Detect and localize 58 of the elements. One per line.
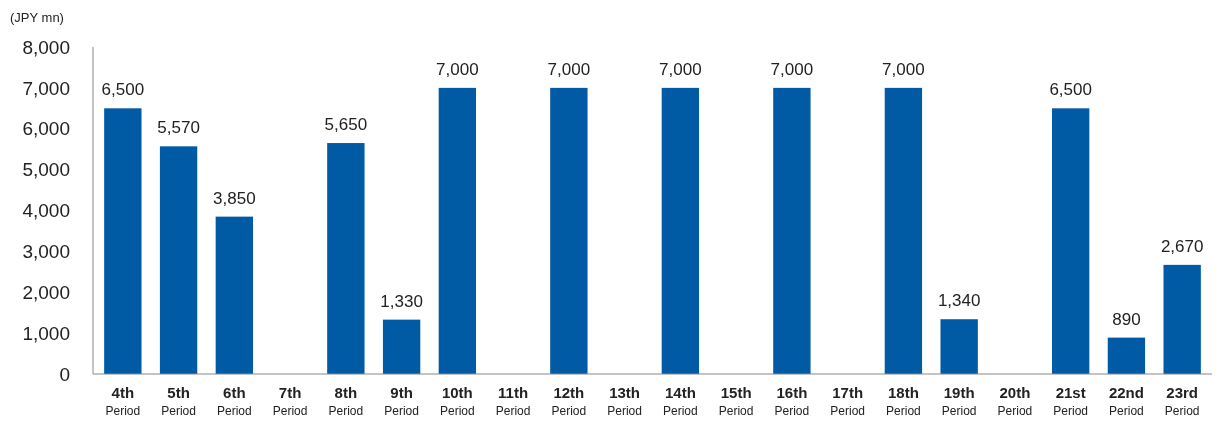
bar bbox=[215, 216, 254, 374]
x-tick-label: 16th Period bbox=[774, 384, 810, 418]
x-tick-label: 13th Period bbox=[607, 384, 642, 418]
data-label: 7,000 bbox=[547, 59, 591, 79]
data-label: 1,330 bbox=[380, 291, 423, 311]
x-tick-label: 22nd Period bbox=[1108, 384, 1144, 418]
x-tick-label: 20th Period bbox=[997, 384, 1033, 418]
data-label: 7,000 bbox=[436, 59, 479, 79]
data-label: 6,500 bbox=[101, 80, 145, 100]
x-tick-label: 6th Period bbox=[216, 384, 252, 418]
y-tick-label: 1,000 bbox=[22, 322, 70, 344]
data-label: 7,000 bbox=[882, 59, 925, 79]
x-tick-label: 18th Period bbox=[886, 384, 921, 418]
bar bbox=[884, 87, 923, 374]
data-label: 2,670 bbox=[1160, 236, 1204, 256]
bar bbox=[1163, 264, 1201, 374]
data-label: 1,340 bbox=[937, 291, 981, 311]
y-tick-label: 8,000 bbox=[22, 36, 70, 58]
y-tick-label: 7,000 bbox=[22, 77, 70, 99]
bar bbox=[382, 319, 421, 374]
data-label: 5,570 bbox=[157, 118, 200, 138]
x-tick-label: 10th Period bbox=[440, 384, 475, 418]
y-tick-label: 2,000 bbox=[22, 281, 70, 303]
y-tick-label: 3,000 bbox=[22, 241, 70, 263]
bar bbox=[940, 319, 978, 374]
y-tick-label: 5,000 bbox=[22, 159, 70, 181]
data-label: 3,850 bbox=[213, 188, 256, 208]
x-tick-label: 14th Period bbox=[663, 384, 698, 418]
bar bbox=[1051, 108, 1090, 374]
x-tick-label: 5th Period bbox=[161, 384, 196, 418]
bar bbox=[550, 87, 588, 374]
y-tick-label: 4,000 bbox=[22, 200, 70, 222]
data-label: 7,000 bbox=[770, 59, 814, 79]
bar bbox=[1107, 337, 1146, 374]
data-label: 7,000 bbox=[659, 59, 702, 79]
x-tick-label: 15th Period bbox=[718, 384, 754, 418]
data-label: 5,650 bbox=[324, 115, 368, 135]
x-tick-label: 11th Period bbox=[495, 384, 531, 418]
bar bbox=[159, 146, 198, 374]
x-tick-label: 12th Period bbox=[551, 384, 587, 418]
bar bbox=[438, 87, 477, 374]
x-tick-label: 4th Period bbox=[105, 384, 141, 418]
x-tick-label: 21st Period bbox=[1053, 384, 1089, 418]
y-tick-label: 0 bbox=[59, 363, 70, 385]
bar bbox=[773, 87, 811, 374]
x-tick-label: 8th Period bbox=[328, 384, 364, 418]
data-label: 890 bbox=[1112, 309, 1141, 329]
x-tick-label: 23rd Period bbox=[1164, 384, 1200, 418]
bar bbox=[661, 87, 700, 374]
data-label: 6,500 bbox=[1049, 80, 1092, 100]
x-tick-label: 19th Period bbox=[941, 384, 977, 418]
bar bbox=[104, 108, 142, 374]
x-tick-label: 9th Period bbox=[384, 384, 419, 418]
y-tick-label: 6,000 bbox=[22, 118, 70, 140]
x-tick-label: 17th Period bbox=[830, 384, 865, 418]
y-axis-title: (JPY mn) bbox=[10, 10, 64, 25]
x-tick-label: 7th Period bbox=[272, 384, 308, 418]
bar bbox=[327, 143, 365, 374]
